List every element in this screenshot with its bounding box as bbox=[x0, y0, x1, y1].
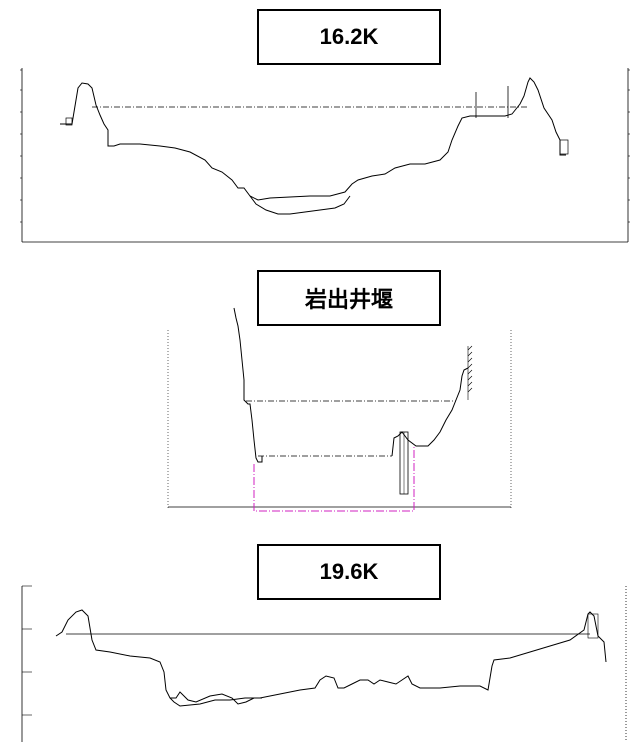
weir-foundation-outline bbox=[253, 446, 415, 512]
left-axis-ticks-1 bbox=[20, 69, 22, 223]
low-water-channel-1 bbox=[249, 195, 351, 215]
cross-section-19-6k bbox=[21, 585, 627, 742]
right-axis-ticks-1 bbox=[628, 69, 630, 223]
right-bank-poles-1 bbox=[475, 86, 509, 118]
right-bank-structure-3 bbox=[587, 613, 599, 639]
ground-profile-3 bbox=[55, 609, 607, 707]
section-title-16-2k: 16.2K bbox=[257, 9, 441, 65]
right-bank-hatch-2 bbox=[467, 345, 473, 400]
left-axis-ticks-3 bbox=[22, 585, 32, 716]
ground-profile-1 bbox=[60, 77, 566, 201]
right-bank-structure-1 bbox=[559, 139, 569, 155]
ground-profile-2b bbox=[391, 367, 469, 457]
section-title-19-6k: 19.6K bbox=[257, 544, 441, 600]
cross-section-16-2k bbox=[20, 68, 630, 243]
left-bank-structure-1 bbox=[65, 117, 73, 126]
cross-section-weir bbox=[167, 307, 512, 512]
section-title-iwade-weir: 岩出井堰 bbox=[257, 270, 441, 326]
ground-profile-3b bbox=[170, 691, 262, 705]
ground-profile-2 bbox=[233, 307, 263, 463]
